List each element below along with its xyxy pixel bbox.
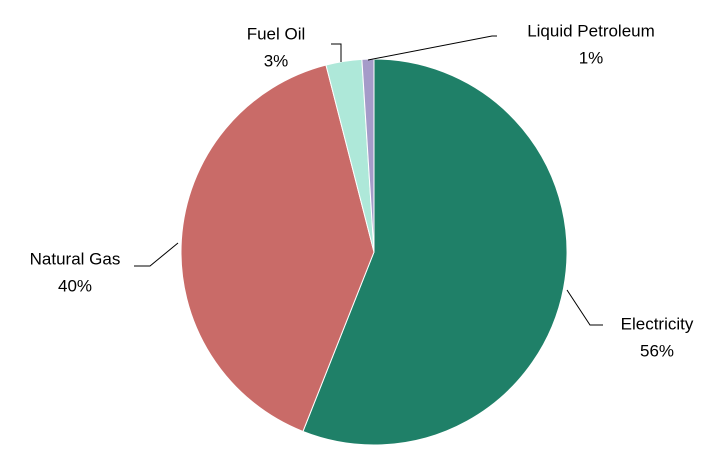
- slice-label: Electricity: [621, 314, 694, 333]
- leader-line: [566, 289, 603, 326]
- slice-value-label: 56%: [640, 341, 674, 360]
- slice-value-label: 40%: [58, 276, 92, 295]
- leader-line: [134, 242, 179, 267]
- slice-value-label: 1%: [579, 48, 604, 67]
- pie-slice: [180, 64, 375, 433]
- slice-label: Fuel Oil: [247, 24, 306, 43]
- slice-label: Natural Gas: [30, 249, 121, 268]
- leader-line: [331, 43, 342, 62]
- pie-slice: [302, 58, 568, 446]
- leader-line: [367, 35, 497, 61]
- slice-value-label: 3%: [264, 51, 289, 70]
- slice-label: Liquid Petroleum: [527, 21, 655, 40]
